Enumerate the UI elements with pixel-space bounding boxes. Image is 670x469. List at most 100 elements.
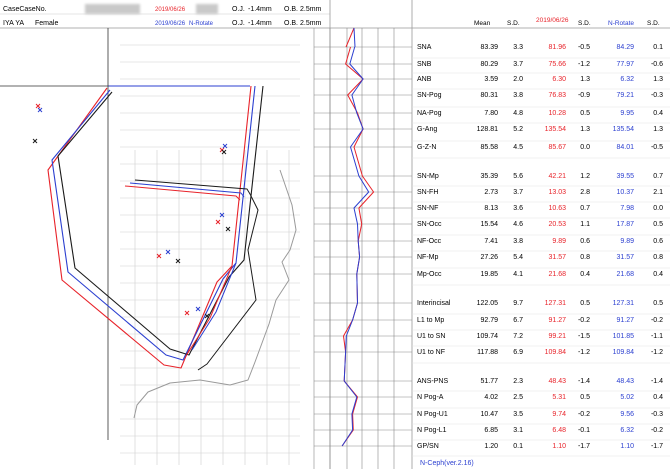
row-3-sd: 2.0: [513, 76, 523, 83]
landmark-blue: [195, 306, 201, 312]
row-12-z2: 0.6: [653, 238, 663, 245]
row-3-val: 6.30: [552, 76, 566, 83]
row-1-norm: 84.29: [616, 44, 634, 51]
tracing-black: [57, 85, 264, 356]
landmark-red: [156, 253, 162, 259]
row-17-val: 99.21: [548, 333, 566, 340]
landmark-blue: [165, 249, 171, 255]
col-norm-header: N-Rotate: [608, 20, 635, 27]
row-19-z: -1.4: [577, 378, 590, 385]
row-19-z2: -1.4: [650, 378, 663, 385]
col-sd2-header: S.D.: [578, 20, 591, 27]
row-13-z: 0.8: [580, 254, 590, 261]
row-12-z: 0.6: [580, 238, 590, 245]
row-15-val: 127.31: [544, 300, 566, 307]
landmark-black: [221, 149, 227, 155]
jaw-black: [134, 179, 259, 371]
row-12-mean: 7.41: [484, 238, 498, 245]
row-11-z2: 0.5: [653, 221, 663, 228]
row-12-norm: 9.89: [620, 238, 634, 245]
row-4-sd: 3.8: [513, 92, 523, 99]
row-15-mean: 122.05: [476, 300, 498, 307]
row-22-sd: 3.1: [513, 427, 523, 434]
row-9-norm: 10.37: [616, 189, 634, 196]
version-footer: N-Ceph(ver.2.16): [420, 460, 474, 467]
row-6-val: 135.54: [544, 126, 566, 133]
patient-name: IYA YA: [3, 20, 25, 27]
row-19-norm: 48.43: [616, 378, 634, 385]
landmark-blue: [222, 143, 228, 149]
row-14-z: 0.4: [580, 271, 590, 278]
row-23-sd: 0.1: [513, 443, 523, 450]
row-5-label: NA-Pog: [417, 110, 442, 117]
row-5-norm: 9.95: [620, 110, 634, 117]
mandible-red: [185, 265, 233, 357]
row-3-norm: 6.32: [620, 76, 634, 83]
row-6-norm: 135.54: [612, 126, 634, 133]
row-5-val: 10.28: [548, 110, 566, 117]
row-22-label: N Pog-L1: [417, 427, 447, 434]
row-17-mean: 109.74: [476, 333, 498, 340]
norm-label: N-Rotate: [189, 21, 214, 27]
row-6-z2: 1.3: [653, 126, 663, 133]
maxilla-red: [124, 185, 241, 201]
row-11-norm: 17.87: [616, 221, 634, 228]
date-red: 2019/06/26: [155, 7, 186, 13]
col-date-header: 2019/06/26: [536, 17, 569, 24]
row-8-mean: 35.39: [480, 173, 498, 180]
row-16-label: L1 to Mp: [417, 317, 445, 324]
row-15-z2: 0.5: [653, 300, 663, 307]
maxilla-blue: [129, 182, 245, 198]
soft-tissue-profile: [133, 169, 297, 419]
row-13-mean: 27.26: [480, 254, 498, 261]
landmark-red: [35, 103, 41, 109]
row-20-label: N Pog-A: [417, 394, 444, 401]
row-4-val: 76.83: [548, 92, 566, 99]
row-21-mean: 10.47: [480, 411, 498, 418]
row-3-z2: 1.3: [653, 76, 663, 83]
row-17-sd: 7.2: [513, 333, 523, 340]
row-10-mean: 8.13: [484, 205, 498, 212]
row-9-mean: 2.73: [484, 189, 498, 196]
row-14-sd: 4.1: [513, 271, 523, 278]
row-18-label: U1 to NF: [417, 349, 446, 356]
row-16-z: -0.2: [577, 317, 590, 324]
row-18-mean: 117.88: [477, 349, 498, 356]
row-14-label: Mp-Occ: [417, 271, 442, 278]
row-17-label: U1 to SN: [417, 333, 446, 340]
patient-sex: Female: [35, 20, 59, 27]
row-10-z2: 0.0: [653, 205, 663, 212]
row-18-sd: 6.9: [513, 349, 523, 356]
ob-value-2: 2.5mm: [300, 20, 322, 27]
mandible-blue: [191, 262, 237, 351]
row-8-norm: 39.55: [616, 173, 634, 180]
row-2-z2: -0.6: [650, 61, 663, 68]
row-1-val: 81.96: [548, 44, 566, 51]
row-1-z2: 0.1: [653, 44, 663, 51]
ob-label-2: O.B.: [284, 20, 299, 27]
row-2-sd: 3.7: [513, 61, 523, 68]
row-10-z: 0.7: [580, 205, 590, 212]
row-9-label: SN-FH: [417, 189, 439, 196]
row-21-norm: 9.56: [620, 411, 634, 418]
row-8-label: SN-Mp: [417, 173, 439, 180]
row-22-norm: 6.32: [620, 427, 634, 434]
row-20-norm: 5.02: [620, 394, 634, 401]
row-19-label: ANS-PNS: [417, 378, 449, 385]
row-14-z2: 0.4: [653, 271, 663, 278]
row-22-mean: 6.85: [484, 427, 498, 434]
row-23-z: -1.7: [577, 443, 590, 450]
oj-value-1: -1.4mm: [248, 6, 272, 13]
row-20-z: 0.5: [580, 394, 590, 401]
row-12-sd: 3.8: [513, 238, 523, 245]
zscore-red-line-top: [345, 27, 355, 48]
row-14-val: 21.68: [548, 271, 566, 278]
row-10-norm: 7.98: [620, 205, 634, 212]
zscore-blue-line: [341, 46, 370, 447]
case-label: CaseCaseNo.: [3, 6, 47, 13]
row-14-mean: 19.85: [480, 271, 498, 278]
row-7-z: 0.0: [580, 144, 590, 151]
row-13-val: 31.57: [548, 254, 566, 261]
row-19-val: 48.43: [548, 378, 566, 385]
